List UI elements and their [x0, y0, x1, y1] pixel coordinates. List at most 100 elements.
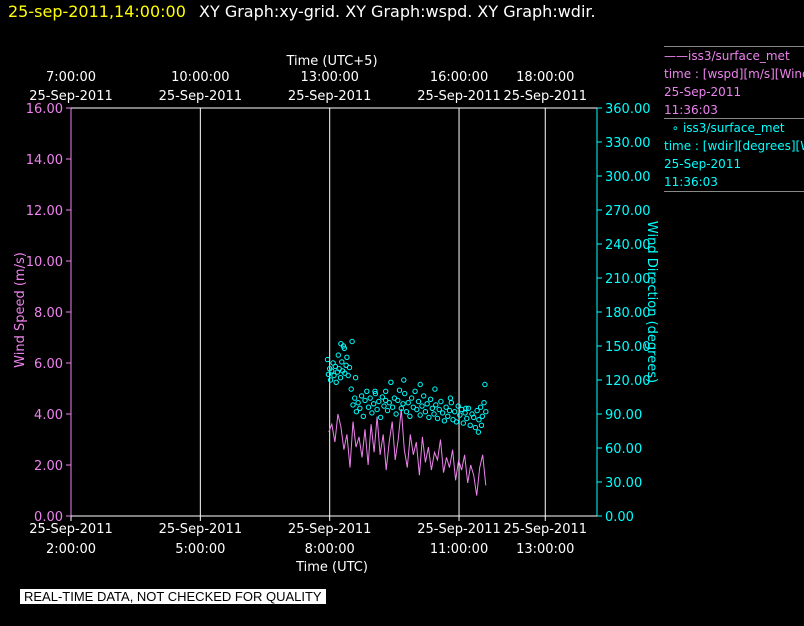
top-x-tick-label: 25-Sep-2011	[504, 89, 588, 104]
wdir-point	[481, 400, 487, 406]
top-x-tick-label: 25-Sep-2011	[159, 89, 243, 104]
legend-variable: time : [wspd][m/s][Wind	[664, 67, 804, 81]
wdir-point	[462, 410, 468, 416]
x-tick-label: 13:00:00	[516, 542, 574, 557]
grid-layer	[70, 108, 546, 516]
top-x-tick-label: 13:00:00	[300, 70, 358, 85]
wdir-point	[431, 411, 437, 417]
legend-entry: ∘ iss3/surface_met time : [wdir][degrees]…	[664, 119, 804, 191]
wspd-series-line	[328, 408, 487, 496]
top-x-tick-label: 25-Sep-2011	[29, 89, 113, 104]
left-y-tick-label: 12.00	[26, 204, 63, 219]
wdir-point	[381, 403, 387, 409]
wdir-point	[464, 415, 470, 422]
wdir-point	[403, 409, 410, 415]
top-x-tick-label: 7:00:00	[46, 70, 96, 85]
wdir-point	[432, 386, 438, 392]
wdir-point	[389, 404, 396, 410]
wdir-point	[325, 371, 332, 377]
x-tick-label: 2:00:00	[46, 542, 96, 557]
wdir-point	[483, 409, 489, 415]
right-y-tick-label: 120.00	[605, 374, 651, 389]
right-y-tick-label: 360.00	[605, 102, 651, 117]
wdir-point	[384, 407, 391, 414]
wdir-point	[376, 398, 382, 405]
wdir-point	[348, 386, 354, 392]
wdir-point	[358, 393, 365, 399]
x-tick-label: 25-Sep-2011	[29, 522, 113, 537]
wdir-point	[324, 356, 331, 363]
wdir-point	[471, 414, 477, 421]
legend-date: 25-Sep-2011	[664, 85, 742, 99]
wdir-point	[371, 401, 377, 407]
header: 25-sep-2011,14:00:00 XY Graph:xy-grid. X…	[8, 2, 596, 21]
legend-variable: time : [wdir][degrees][W	[664, 139, 804, 153]
right-axis-label: Wind Direction (degrees)	[644, 221, 659, 383]
wdir-point	[433, 402, 439, 408]
legend-divider	[664, 118, 804, 119]
left-y-tick-label: 14.00	[26, 153, 63, 168]
top-x-tick-label: 16:00:00	[430, 70, 488, 85]
legend-divider	[664, 191, 804, 192]
wdir-point	[360, 413, 366, 419]
right-y-tick-label: 330.00	[605, 136, 651, 151]
wdir-point	[377, 414, 384, 421]
wdir-point	[352, 395, 358, 401]
wdir-point	[339, 359, 345, 365]
left-axis-label: Wind Speed (m/s)	[13, 252, 28, 368]
wdir-point	[465, 405, 472, 411]
wdir-point	[400, 401, 406, 407]
wdir-point	[405, 400, 411, 406]
wdir-point	[448, 400, 454, 406]
right-y-tick-label: 30.00	[605, 476, 642, 491]
wdir-point	[443, 404, 449, 410]
axes-layer	[66, 107, 602, 521]
wdir-point	[331, 372, 337, 379]
legend-divider	[664, 46, 804, 47]
top-x-axis-label: Time (UTC+5)	[285, 54, 377, 69]
wdir-point	[350, 402, 356, 408]
wdir-point	[353, 409, 360, 415]
wdir-point	[412, 388, 418, 394]
wdir-point	[436, 406, 442, 413]
wdir-point	[349, 338, 355, 345]
wdir-point	[439, 410, 446, 416]
graph-titles: XY Graph:xy-grid. XY Graph:wspd. XY Grap…	[199, 2, 596, 21]
top-x-tick-label: 25-Sep-2011	[288, 89, 372, 104]
right-y-tick-label: 150.00	[605, 340, 651, 355]
wdir-point	[329, 368, 335, 374]
right-y-tick-label: 240.00	[605, 238, 651, 253]
wdir-point	[419, 403, 425, 409]
wdir-point	[463, 405, 469, 411]
x-tick-label: 25-Sep-2011	[159, 522, 243, 537]
wdir-point	[482, 381, 488, 388]
legend-date: 25-Sep-2011	[664, 157, 742, 171]
right-y-tick-label: 300.00	[605, 170, 651, 185]
series-layer	[324, 338, 489, 496]
wdir-point	[408, 395, 415, 401]
legend-source: ——iss3/surface_met	[664, 49, 790, 63]
labels-layer: 25-Sep-2011 2:00:00 7:00:00 25-Sep-2011 25-S…	[13, 54, 659, 575]
wdir-point	[422, 409, 429, 415]
wdir-point	[407, 413, 413, 419]
x-tick-label: 25-Sep-2011	[417, 522, 501, 537]
wdir-point	[475, 429, 482, 435]
left-y-tick-label: 8.00	[34, 306, 63, 321]
left-y-tick-label: 2.00	[34, 459, 63, 474]
wdir-point	[426, 414, 432, 421]
left-y-tick-label: 4.00	[34, 408, 63, 423]
right-y-tick-label: 90.00	[605, 408, 642, 423]
wdir-point	[445, 413, 451, 419]
wdir-point	[467, 422, 473, 428]
wdir-point	[427, 396, 434, 402]
wdir-point	[478, 422, 485, 428]
timestamp: 25-sep-2011,14:00:00	[8, 2, 186, 21]
wdir-point	[367, 395, 373, 401]
wdir-point	[401, 377, 407, 383]
wdir-point	[345, 372, 351, 379]
wdir-point	[365, 404, 372, 410]
right-y-tick-label: 0.00	[605, 510, 634, 525]
wdir-point	[441, 418, 448, 424]
